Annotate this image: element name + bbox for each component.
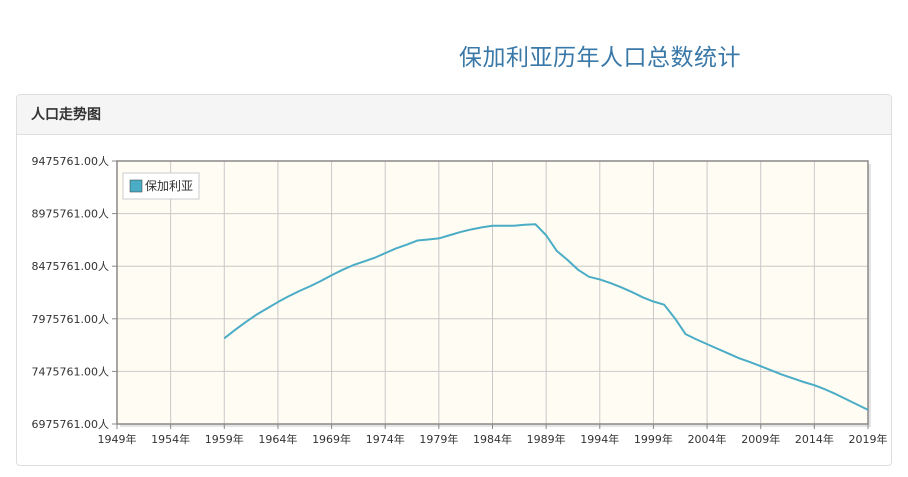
data-point[interactable]: [533, 222, 538, 227]
x-tick-label: 1964年: [258, 432, 297, 446]
data-point[interactable]: [479, 225, 484, 230]
data-point[interactable]: [790, 376, 795, 381]
data-point[interactable]: [597, 277, 602, 282]
data-point[interactable]: [705, 342, 710, 347]
data-point[interactable]: [308, 284, 313, 289]
x-tick-label: 1954年: [151, 432, 190, 446]
data-point[interactable]: [393, 246, 398, 251]
data-point[interactable]: [662, 302, 667, 307]
x-tick-label: 2004年: [688, 432, 727, 446]
data-point[interactable]: [554, 249, 559, 254]
data-point[interactable]: [490, 223, 495, 228]
data-point[interactable]: [522, 222, 527, 227]
x-tick-label: 1969年: [312, 432, 351, 446]
data-point[interactable]: [619, 285, 624, 290]
data-point[interactable]: [340, 267, 345, 272]
panel-heading: 人口走势图: [17, 95, 891, 135]
series-line: [223, 223, 869, 411]
data-point[interactable]: [404, 242, 409, 247]
data-point[interactable]: [318, 279, 323, 284]
data-point[interactable]: [565, 257, 570, 262]
x-tick-label: 1989年: [527, 432, 566, 446]
data-point[interactable]: [469, 227, 474, 232]
data-point[interactable]: [737, 356, 742, 361]
y-tick-label: 7975761.00人: [32, 313, 109, 326]
data-point[interactable]: [866, 407, 871, 412]
data-point[interactable]: [801, 380, 806, 385]
data-point[interactable]: [233, 327, 238, 332]
data-point[interactable]: [372, 255, 377, 260]
data-point[interactable]: [715, 346, 720, 351]
y-tick-label: 8975761.00人: [32, 208, 109, 221]
x-tick-label: 1999年: [634, 432, 673, 446]
data-point[interactable]: [683, 332, 688, 337]
data-point[interactable]: [812, 383, 817, 388]
y-tick-label: 8475761.00人: [32, 260, 109, 273]
data-point[interactable]: [297, 289, 302, 294]
data-point[interactable]: [329, 273, 334, 278]
data-point[interactable]: [855, 402, 860, 407]
data-point[interactable]: [651, 299, 656, 304]
legend-label: 保加利亚: [145, 179, 193, 193]
page-title: 保加利亚历年人口总数统计: [459, 45, 741, 71]
y-tick-label: 9475761.00人: [32, 155, 109, 168]
legend-swatch: [129, 179, 143, 193]
data-point[interactable]: [351, 263, 356, 268]
data-point[interactable]: [415, 238, 420, 243]
data-point[interactable]: [361, 259, 366, 264]
x-tick-label: 1994年: [580, 432, 619, 446]
data-point[interactable]: [286, 294, 291, 299]
x-tick-label: 1979年: [419, 432, 458, 446]
data-point[interactable]: [694, 337, 699, 342]
data-point[interactable]: [426, 237, 431, 242]
data-point[interactable]: [501, 223, 506, 228]
data-point[interactable]: [608, 281, 613, 286]
data-point[interactable]: [265, 306, 270, 311]
data-point[interactable]: [544, 233, 549, 238]
data-point[interactable]: [243, 320, 248, 325]
data-point[interactable]: [747, 360, 752, 365]
y-tick-label: 6975761.00人: [32, 418, 109, 431]
data-point[interactable]: [844, 397, 849, 402]
data-point[interactable]: [758, 364, 763, 369]
data-point[interactable]: [254, 312, 259, 317]
x-tick-label: 1949年: [98, 432, 137, 446]
data-point[interactable]: [780, 372, 785, 377]
data-point[interactable]: [436, 236, 441, 241]
data-point[interactable]: [576, 267, 581, 272]
data-point[interactable]: [833, 392, 838, 397]
data-point[interactable]: [823, 387, 828, 392]
legend-box: [122, 172, 200, 200]
chart-panel: 人口走势图 1949年 1954年 1959年 1964年 1969年 1974年 1979…: [16, 94, 892, 466]
x-tick-label: 1974年: [366, 432, 405, 446]
x-tick-label: 2014年: [795, 432, 834, 446]
x-tick-label: 1959年: [205, 432, 244, 446]
data-point[interactable]: [458, 230, 463, 235]
data-point[interactable]: [275, 300, 280, 305]
data-point[interactable]: [726, 351, 731, 356]
data-point[interactable]: [629, 290, 634, 295]
x-tick-label: 2019年: [849, 432, 888, 446]
data-point[interactable]: [640, 295, 645, 300]
data-point[interactable]: [383, 251, 388, 256]
data-point[interactable]: [447, 233, 452, 238]
data-point[interactable]: [769, 368, 774, 373]
x-tick-label: 2009年: [741, 432, 780, 446]
data-point[interactable]: [672, 316, 677, 321]
population-line-chart: 1949年 1954年 1959年 1964年 1969年 1974年 1979年 1984年…: [32, 155, 888, 446]
x-tick-label: 1984年: [473, 432, 512, 446]
y-tick-label: 7475761.00人: [32, 365, 109, 378]
data-point[interactable]: [511, 223, 516, 228]
data-point[interactable]: [222, 336, 227, 341]
data-point[interactable]: [587, 274, 592, 279]
